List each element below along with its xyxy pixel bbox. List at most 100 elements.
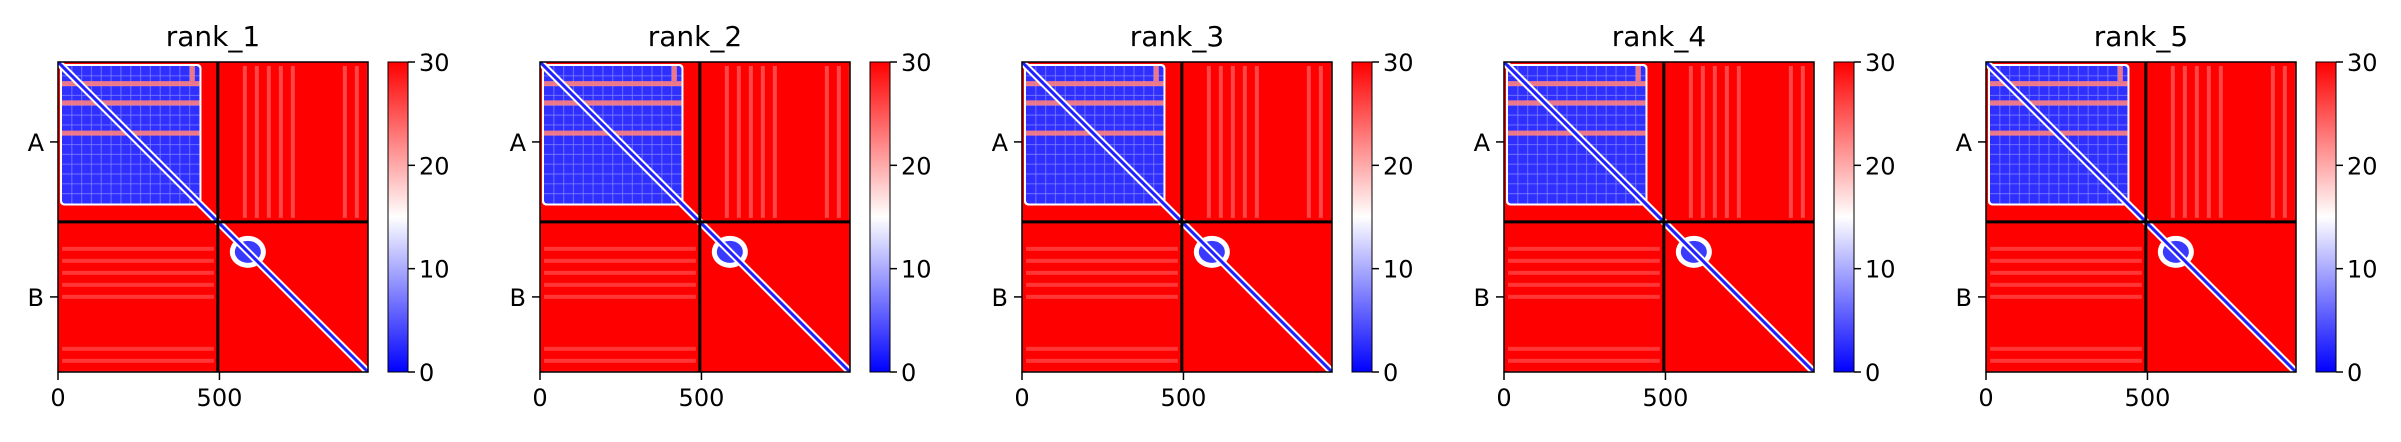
heatmap-streak — [836, 66, 841, 218]
pae-panel-5: rank_5 A B 0 500 0 10 20 30 — [1956, 20, 2378, 412]
colorbar-tick-label: 20 — [2347, 152, 2378, 180]
heatmap-streak — [1026, 246, 1178, 251]
heatmap-streak — [1990, 358, 2142, 363]
heatmap-streak — [544, 246, 696, 251]
colorbar-tick-label: 20 — [1383, 152, 1414, 180]
chain-label: B — [510, 284, 526, 312]
heatmap-streak — [1026, 282, 1178, 287]
chain-a-band — [1026, 81, 1164, 87]
heatmap-streak — [544, 294, 696, 299]
heatmap-streak — [354, 66, 359, 218]
heatmap-streak — [1343, 66, 1347, 218]
heatmap-streak — [1318, 66, 1323, 218]
colorbar — [2315, 61, 2337, 373]
chain-a-band — [189, 66, 195, 82]
heatmap-streak — [748, 66, 753, 218]
heatmap-streak — [724, 66, 729, 218]
heatmap-streak — [861, 66, 865, 218]
colorbar-tick-label: 0 — [419, 359, 434, 387]
heatmap-streak — [1990, 246, 2142, 251]
chain-a-band — [1153, 66, 1159, 82]
heatmap-streak — [544, 270, 696, 275]
heatmap-streak — [2270, 66, 2275, 218]
heatmap-streak — [266, 66, 271, 218]
heatmap-streak — [1508, 383, 1660, 387]
heatmap-streak — [2170, 66, 2175, 218]
colorbar-tick-label: 30 — [1865, 49, 1896, 77]
plot-frame — [1985, 61, 2297, 373]
heatmap-streak — [2194, 66, 2199, 218]
heatmap-streak — [62, 346, 214, 351]
x-tick-label: 500 — [197, 384, 243, 412]
heatmap-streak — [379, 66, 383, 218]
heatmap-streak — [290, 66, 295, 218]
heatmap-image — [540, 62, 865, 372]
chain-label: A — [510, 129, 527, 157]
heatmap-streak — [62, 358, 214, 363]
heatmap-streak — [1508, 346, 1660, 351]
pae-panel-3: rank_3 A B 0 500 0 10 20 30 — [992, 20, 1414, 412]
colorbar-tick-label: 30 — [901, 49, 932, 77]
x-tick-label: 500 — [1161, 384, 1207, 412]
colorbar-tick-label: 0 — [1383, 359, 1398, 387]
heatmap-streak — [1026, 346, 1178, 351]
heatmap-streak — [62, 282, 214, 287]
x-tick-label: 0 — [50, 384, 65, 412]
heatmap-streak — [1990, 346, 2142, 351]
heatmap-streak — [1508, 246, 1660, 251]
heatmap-streak — [2218, 66, 2223, 218]
heatmap-streak — [1724, 66, 1729, 218]
plot-frame — [57, 61, 369, 373]
colorbar-tick-label: 10 — [2347, 256, 2378, 284]
diagonal — [1986, 62, 2296, 372]
chain-a-band — [62, 100, 200, 106]
heatmap-streak — [242, 66, 247, 218]
heatmap-streak — [1026, 383, 1178, 387]
colorbar-tick-label: 0 — [901, 359, 916, 387]
x-tick-label: 500 — [2125, 384, 2171, 412]
heatmap-streak — [1508, 282, 1660, 287]
heatmap-streak — [1026, 294, 1178, 299]
colorbar — [387, 61, 409, 373]
heatmap-streak — [342, 66, 347, 218]
heatmap-image — [1986, 62, 2311, 372]
heatmap-streak — [1230, 66, 1235, 218]
heatmap-streak — [1508, 258, 1660, 263]
diagonal — [58, 62, 368, 372]
pae-panel-4: rank_4 A B 0 500 0 10 20 30 — [1474, 20, 1896, 412]
chain-a-band — [671, 66, 677, 82]
heatmap-streak — [1688, 66, 1693, 218]
heatmap-streak — [2307, 66, 2311, 218]
x-tick-label: 0 — [1496, 384, 1511, 412]
heatmap-streak — [736, 66, 741, 218]
x-tick-label: 0 — [1978, 384, 1993, 412]
colorbar — [1833, 61, 1855, 373]
heatmap-streak — [1712, 66, 1717, 218]
x-tick-label: 0 — [1014, 384, 1029, 412]
pae-panel-1: rank_1 A B 0 500 0 10 20 30 — [28, 20, 450, 412]
chain-a-band — [62, 81, 200, 87]
chain-a-band — [1990, 81, 2128, 87]
x-tick-label: 0 — [532, 384, 547, 412]
heatmap-streak — [772, 66, 777, 218]
heatmap-streak — [1508, 358, 1660, 363]
heatmap-streak — [1508, 270, 1660, 275]
heatmap-streak — [544, 358, 696, 363]
heatmap-streak — [278, 66, 283, 218]
chain-a-band — [1508, 81, 1646, 87]
heatmap-streak — [1026, 358, 1178, 363]
colorbar-tick-label: 10 — [901, 256, 932, 284]
chain-a-band — [1990, 100, 2128, 106]
heatmap-streak — [1990, 294, 2142, 299]
heatmap-streak — [544, 258, 696, 263]
heatmap-streak — [1788, 66, 1793, 218]
chain-a-band — [1635, 66, 1641, 82]
heatmap-streak — [1254, 66, 1259, 218]
plot-title: rank_2 — [648, 20, 742, 53]
colorbar-tick-label: 20 — [901, 152, 932, 180]
chain-label: B — [28, 284, 44, 312]
diagonal — [1022, 62, 1332, 372]
chain-label: A — [1956, 129, 1973, 157]
heatmap-streak — [62, 270, 214, 275]
